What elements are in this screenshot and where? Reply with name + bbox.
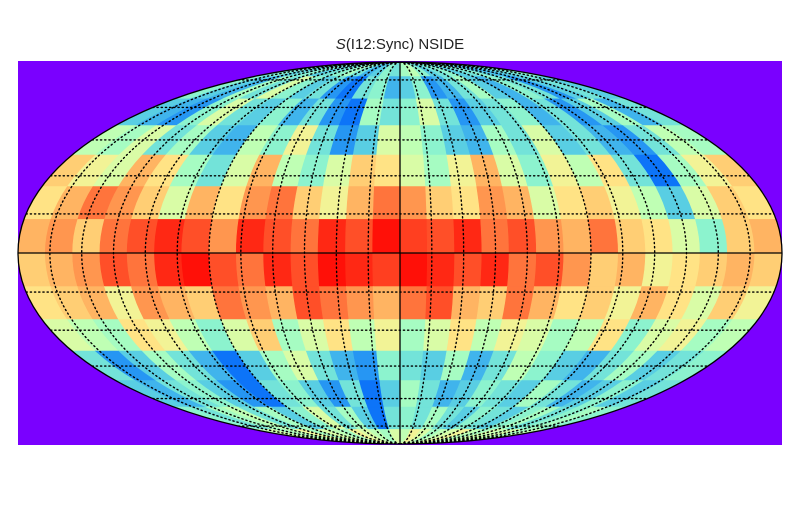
- map-pixel: [372, 219, 401, 254]
- map-pixel: [72, 219, 105, 254]
- map-pixel: [208, 252, 240, 287]
- map-pixel: [154, 252, 186, 287]
- map-pixel: [181, 219, 213, 254]
- map-pixel: [208, 219, 240, 254]
- map-outline: [17, 61, 783, 445]
- map-pixel: [235, 219, 267, 254]
- meridian-line: [176, 62, 401, 444]
- chart-title: S(I12:Sync) NSIDE: [0, 36, 800, 53]
- pixel-layer: [18, 62, 782, 444]
- map-pixel: [587, 252, 619, 287]
- map-pixel: [453, 252, 483, 287]
- map-pixel: [376, 350, 401, 381]
- map-pixel: [126, 219, 159, 254]
- meridian-line: [144, 62, 401, 444]
- map-pixel: [72, 252, 105, 287]
- meridian-line: [399, 62, 465, 444]
- map-pixel: [99, 252, 132, 287]
- map-pixel: [668, 252, 701, 287]
- map-pixel: [614, 252, 646, 287]
- map-pixel: [587, 219, 619, 254]
- map-pixel: [263, 219, 293, 254]
- map-pixel: [533, 219, 565, 254]
- map-pixel: [507, 252, 537, 287]
- map-pixel: [560, 219, 592, 254]
- map-pixel: [748, 219, 782, 254]
- map-pixel: [668, 219, 701, 254]
- map-pixel: [317, 252, 347, 287]
- map-pixel: [614, 219, 646, 254]
- map-pixel: [507, 219, 537, 254]
- map-pixel: [99, 219, 132, 254]
- map-pixel: [399, 252, 428, 287]
- map-pixel: [372, 252, 401, 287]
- map-pixel: [695, 219, 728, 254]
- map-pixel: [374, 319, 401, 352]
- map-pixel: [560, 252, 592, 287]
- map-pixel: [695, 252, 728, 287]
- map-pixel: [263, 252, 293, 287]
- map-pixel: [376, 125, 401, 156]
- map-pixel: [374, 154, 401, 187]
- chart-title-rest: (I12:Sync) NSIDE: [345, 36, 465, 53]
- map-pixel: [641, 219, 674, 254]
- map-pixel: [721, 219, 756, 254]
- map-pixel: [126, 252, 159, 287]
- map-pixel: [399, 319, 426, 352]
- map-pixel: [154, 219, 186, 254]
- map-pixel: [317, 219, 347, 254]
- map-pixel: [641, 252, 674, 287]
- chart-title-symbol: S: [335, 36, 346, 53]
- map-pixel: [399, 219, 428, 254]
- map-pixel: [181, 252, 213, 287]
- map-pixel: [453, 219, 483, 254]
- map-pixel: [399, 154, 426, 187]
